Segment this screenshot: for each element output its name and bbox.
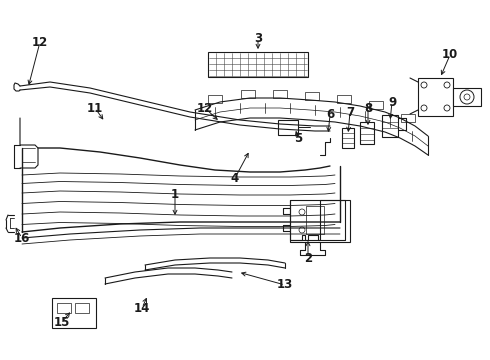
Text: 6: 6	[326, 108, 334, 122]
Text: 7: 7	[346, 105, 354, 118]
Bar	[305, 92, 319, 100]
Text: 2: 2	[304, 252, 312, 265]
Bar	[208, 95, 222, 103]
Bar	[57, 303, 71, 313]
Text: 9: 9	[388, 95, 396, 108]
Bar	[382, 115, 398, 137]
Bar	[453, 88, 481, 106]
Bar	[369, 101, 383, 109]
Bar	[273, 90, 287, 98]
Bar	[306, 206, 324, 234]
Bar	[360, 122, 374, 144]
Text: 16: 16	[14, 231, 30, 244]
Bar	[208, 52, 308, 77]
Bar	[337, 95, 351, 103]
Text: 12: 12	[32, 36, 48, 49]
Text: 4: 4	[231, 171, 239, 184]
Text: 12: 12	[197, 102, 213, 114]
Text: 13: 13	[277, 279, 293, 292]
Text: 3: 3	[254, 31, 262, 45]
Bar	[290, 200, 350, 242]
Text: 8: 8	[364, 102, 372, 114]
Bar	[75, 303, 89, 313]
Bar	[278, 120, 298, 135]
Bar	[342, 128, 354, 148]
Text: 1: 1	[171, 189, 179, 202]
Text: 15: 15	[54, 315, 70, 328]
Text: 11: 11	[87, 102, 103, 114]
Text: 14: 14	[134, 302, 150, 315]
Bar	[52, 298, 96, 328]
Bar	[418, 78, 453, 116]
Bar	[401, 114, 415, 122]
Text: 5: 5	[294, 131, 302, 144]
Text: 10: 10	[442, 49, 458, 62]
Bar	[241, 90, 255, 98]
